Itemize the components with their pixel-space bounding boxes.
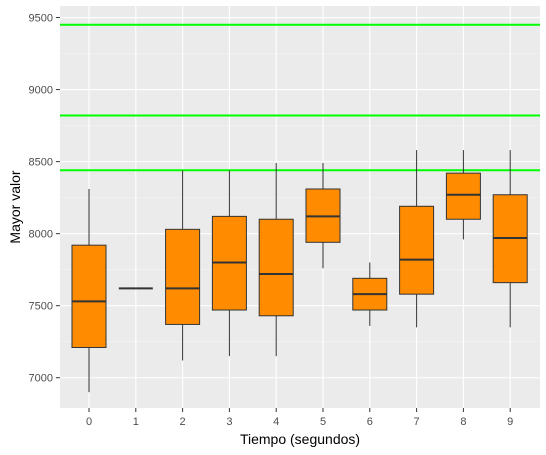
box-group	[165, 170, 201, 361]
x-axis: 0 1 2 3 4 5 6 7 8 9	[86, 408, 513, 428]
x-tick-label: 1	[133, 416, 139, 428]
y-tick-label: 7500	[29, 301, 53, 313]
box	[258, 218, 294, 317]
box-group	[258, 163, 294, 357]
box-group	[445, 150, 481, 240]
box-group	[492, 150, 528, 328]
x-tick-label: 2	[180, 416, 186, 428]
box	[399, 205, 435, 295]
y-tick-label: 8500	[29, 157, 53, 169]
x-axis-title: Tiempo (segundos)	[240, 431, 360, 447]
y-tick-label: 7000	[29, 373, 53, 385]
box-group	[211, 170, 247, 357]
box	[71, 244, 107, 348]
x-tick-label: 9	[507, 416, 513, 428]
box	[165, 228, 201, 325]
x-tick-label: 3	[226, 416, 232, 428]
y-axis-title: Mayor valor	[7, 170, 23, 243]
box-group	[399, 150, 435, 328]
boxplot-series	[71, 150, 528, 393]
y-tick-label: 9500	[29, 13, 53, 25]
x-tick-label: 7	[414, 416, 420, 428]
box-group	[305, 163, 341, 269]
y-tick-label: 9000	[29, 85, 53, 97]
x-tick-label: 8	[460, 416, 466, 428]
x-tick-label: 5	[320, 416, 326, 428]
x-tick-label: 6	[367, 416, 373, 428]
box	[445, 172, 481, 220]
x-tick-label: 4	[273, 416, 279, 428]
box-group	[352, 262, 388, 326]
x-tick-label: 0	[86, 416, 92, 428]
y-tick-label: 8000	[29, 229, 53, 241]
box-group	[71, 188, 107, 393]
y-axis: 7000 7500 8000 8500 9000 9500	[29, 13, 60, 385]
reference-lines	[60, 23, 540, 172]
